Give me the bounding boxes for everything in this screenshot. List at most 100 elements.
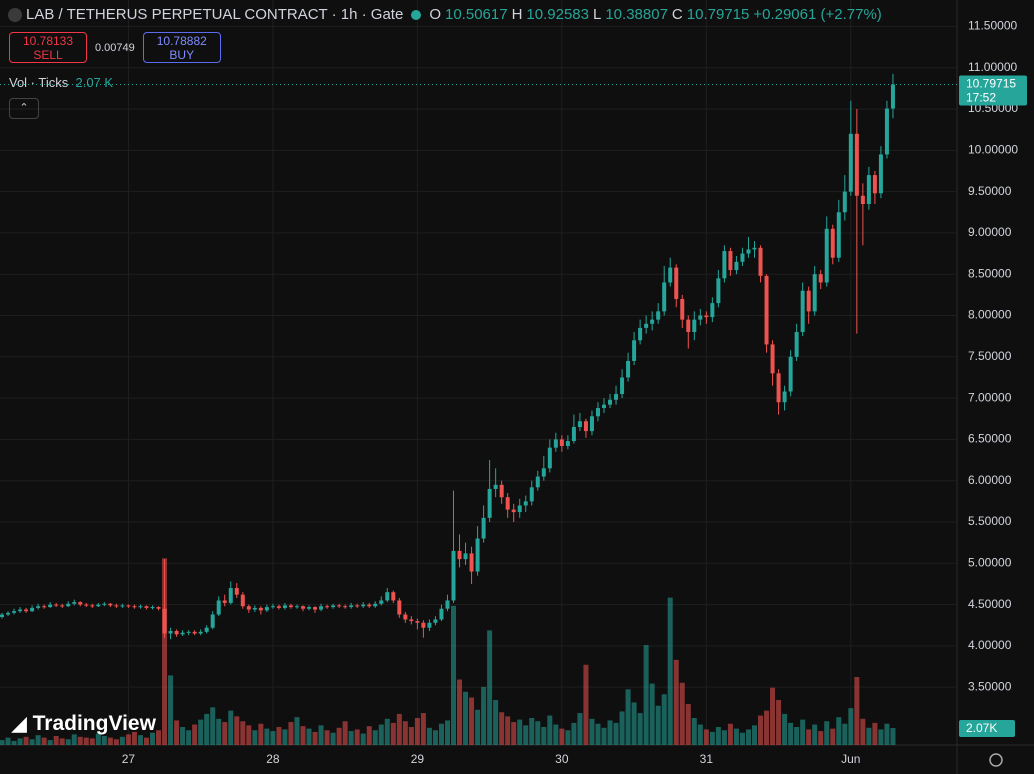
volume-bar: [342, 721, 348, 745]
spread: 0.00749: [95, 41, 135, 54]
candle-body: [860, 195, 865, 205]
candle-body: [270, 606, 275, 608]
volume-bar: [162, 558, 168, 745]
candle-body: [487, 488, 492, 518]
volume-bar: [300, 726, 306, 745]
volume-bar: [312, 731, 318, 745]
watermark-logo: ◢: [12, 713, 27, 735]
candle-body: [78, 602, 83, 605]
candle-body: [571, 427, 576, 442]
ohlc-letter: C: [671, 6, 683, 23]
candle-body: [385, 592, 390, 601]
order-panel: 10.78133 SELL 0.00749 10.78882 BUY: [9, 32, 221, 63]
candle-body: [668, 267, 673, 283]
volume-bar: [378, 724, 384, 745]
buy-button[interactable]: 10.78882 BUY: [142, 32, 221, 63]
volume-bar: [589, 718, 595, 745]
volume-bar: [487, 630, 493, 745]
candle-body: [282, 605, 287, 608]
volume-bar: [517, 719, 523, 745]
y-tick-label: 6.50000: [968, 432, 1012, 446]
candle-body: [589, 416, 594, 432]
volume-bar: [348, 731, 354, 745]
candle-body: [794, 332, 799, 357]
candle-body: [367, 604, 372, 607]
volume-bar: [745, 729, 751, 745]
y-tick-label: 6.00000: [968, 473, 1012, 487]
candle-body: [60, 605, 65, 607]
volume-bar: [523, 725, 529, 745]
candle-body: [397, 600, 402, 615]
volume-bar: [192, 724, 198, 745]
volume-bar: [180, 726, 186, 745]
volume-bar: [366, 726, 372, 745]
volume-bar: [547, 715, 553, 745]
change: +0.29061 (+2.77%): [753, 6, 882, 23]
volume-bar: [222, 722, 228, 745]
candle-body: [108, 603, 113, 606]
volume-bar: [101, 735, 107, 745]
volume-bar: [607, 720, 613, 745]
candle-body: [686, 319, 691, 333]
volume-bar: [204, 713, 210, 745]
sell-button[interactable]: 10.78133 SELL: [9, 32, 87, 63]
candle-body: [451, 550, 456, 601]
candle-body: [728, 251, 733, 271]
candle-body: [66, 603, 71, 607]
symbol-title[interactable]: LAB / TETHERUS PERPETUAL CONTRACT · 1h ·…: [26, 6, 404, 23]
volume-bar: [288, 722, 294, 745]
volume-bar: [258, 723, 264, 745]
candle-body: [547, 447, 552, 469]
volume-bar: [613, 722, 619, 745]
volume-bar: [721, 730, 727, 745]
candle-body: [240, 594, 245, 607]
candle-body: [18, 609, 23, 612]
volume-bar: [559, 728, 565, 745]
candle-body: [288, 605, 293, 608]
watermark: ◢ TradingView: [12, 712, 156, 736]
y-tick-label: 5.00000: [968, 555, 1012, 569]
candle-body: [770, 344, 775, 374]
volume-bar: [577, 713, 583, 745]
volume-bar: [234, 716, 240, 745]
volume-bar: [842, 723, 848, 745]
volume-bar: [860, 718, 866, 745]
y-tick-label: 8.00000: [968, 308, 1012, 322]
candle-body: [84, 604, 89, 606]
volume-bar: [764, 710, 770, 745]
candle-body: [577, 421, 582, 428]
volume-bar: [727, 723, 733, 745]
candle-body: [174, 631, 179, 635]
candle-body: [583, 421, 588, 432]
candle-body: [836, 212, 841, 258]
candle-body: [307, 607, 312, 609]
candle-body: [427, 622, 432, 628]
volume-bar: [408, 726, 414, 745]
volume-bar: [264, 728, 270, 745]
candle-body: [114, 605, 119, 607]
candle-body: [644, 323, 649, 328]
candle-body: [361, 604, 366, 607]
candle-body: [150, 607, 155, 609]
candle-body: [722, 251, 727, 279]
volume-bar: [41, 737, 47, 745]
candle-body: [818, 274, 823, 283]
volume-bar: [360, 733, 366, 745]
ohlc-value: 10.50617: [445, 6, 508, 23]
collapse-button[interactable]: ⌃: [9, 98, 39, 119]
candle-body: [96, 604, 101, 607]
candle-body: [222, 600, 227, 603]
volume-bar: [336, 727, 342, 745]
volume-bar: [794, 726, 800, 745]
volume-bar: [306, 728, 312, 745]
volume-bar: [396, 713, 402, 745]
candle-body: [439, 608, 444, 620]
candle-body: [553, 439, 558, 448]
watermark-text: TradingView: [32, 712, 156, 735]
volume-bar: [89, 738, 95, 745]
x-tick-label: Jun: [841, 752, 860, 766]
candle-body: [90, 605, 95, 607]
candle-body: [565, 441, 570, 447]
